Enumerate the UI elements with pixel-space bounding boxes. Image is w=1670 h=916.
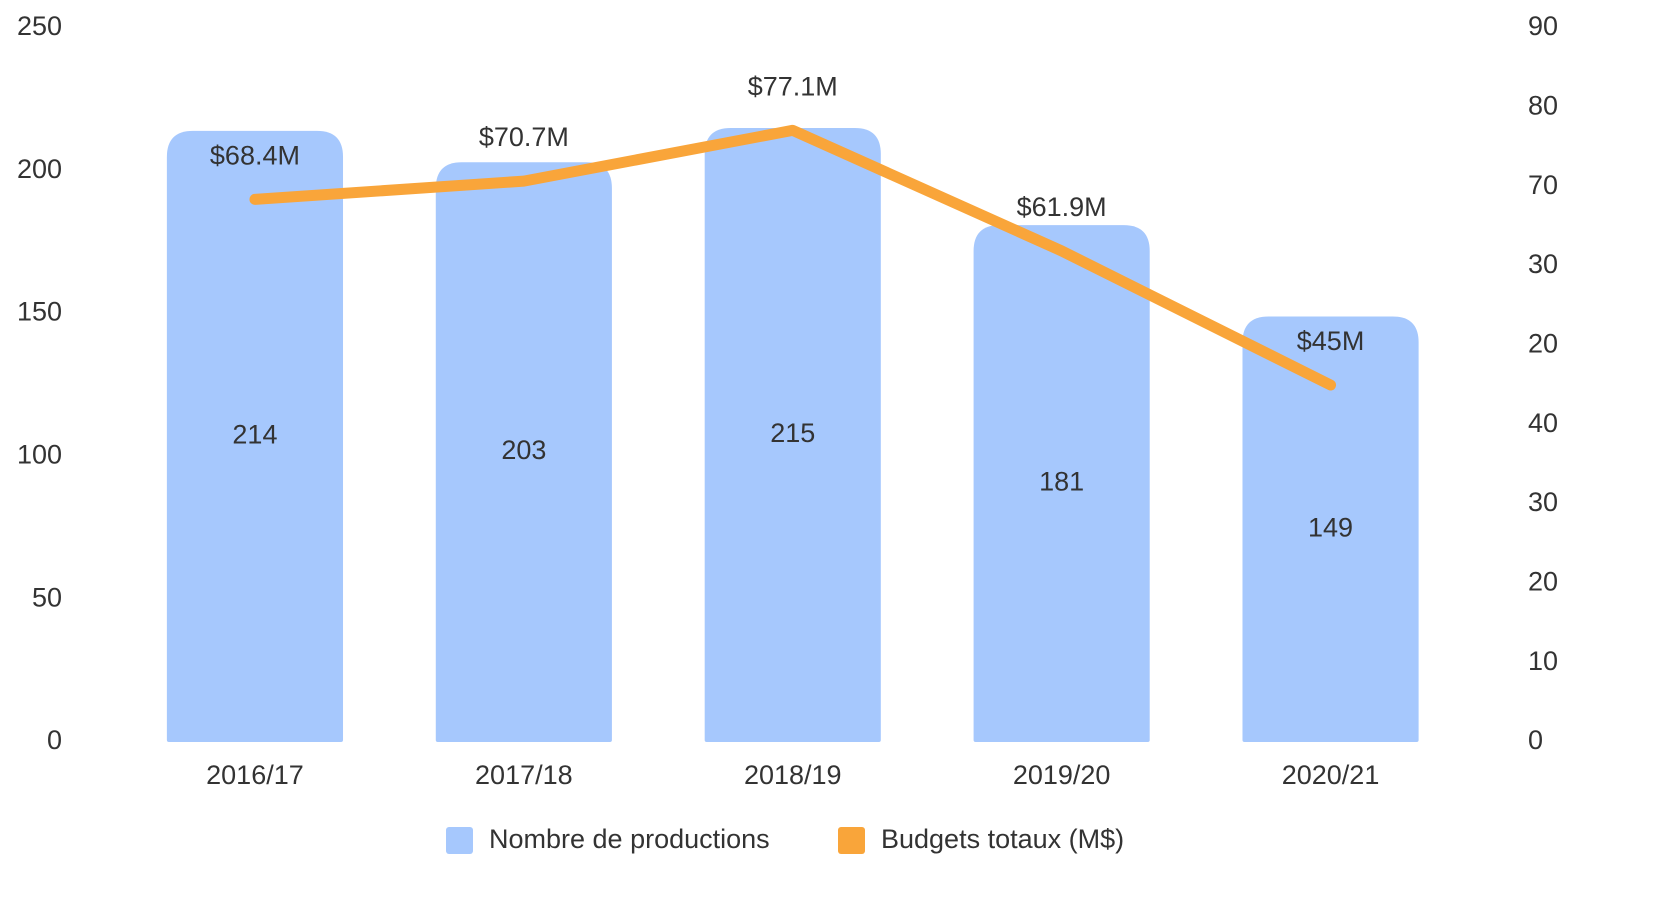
bar [704,127,881,742]
y2-tick-label: 40 [1528,408,1558,438]
x-tick-label: 2018/19 [744,760,842,790]
y-tick-label: 0 [47,725,62,755]
y-tick-label: 200 [17,154,62,184]
bar-value-label: 203 [501,435,546,465]
y2-tick-label: 0 [1528,725,1543,755]
bar-value-label: 214 [232,420,277,450]
y2-tick-label: 80 [1528,90,1558,120]
line-value-label: $68.4M [210,140,300,170]
y2-tick-label: 20 [1528,328,1558,358]
x-tick-label: 2019/20 [1013,760,1111,790]
legend-swatch [446,827,473,854]
bar [1242,316,1419,742]
legend-swatch [838,827,865,854]
legend-label: Nombre de productions [489,824,770,854]
line-value-label: $45M [1297,326,1365,356]
y2-tick-label: 70 [1528,170,1558,200]
y-tick-label: 50 [32,582,62,612]
bar [973,225,1150,743]
bar [166,130,344,743]
y2-tick-label: 30 [1528,249,1558,279]
y2-tick-label: 30 [1528,487,1558,517]
bar-value-label: 181 [1039,467,1084,497]
y2-tick-label: 20 [1528,566,1558,596]
line-value-label: $70.7M [479,122,569,152]
y2-tick-label: 90 [1528,11,1558,41]
line [249,124,1337,391]
legend-label: Budgets totaux (M$) [881,824,1124,854]
bar-value-label: 215 [770,418,815,448]
y-tick-label: 250 [17,11,62,41]
line-value-label: $77.1M [748,71,838,101]
line-value-label: $61.9M [1017,192,1107,222]
bar [435,162,612,742]
y2-tick-label: 10 [1528,646,1558,676]
y-tick-label: 100 [17,440,62,470]
x-tick-label: 2017/18 [475,760,573,790]
y-tick-label: 150 [17,297,62,327]
x-tick-label: 2020/21 [1282,760,1380,790]
bar-value-label: 149 [1308,512,1353,542]
x-tick-label: 2016/17 [206,760,304,790]
